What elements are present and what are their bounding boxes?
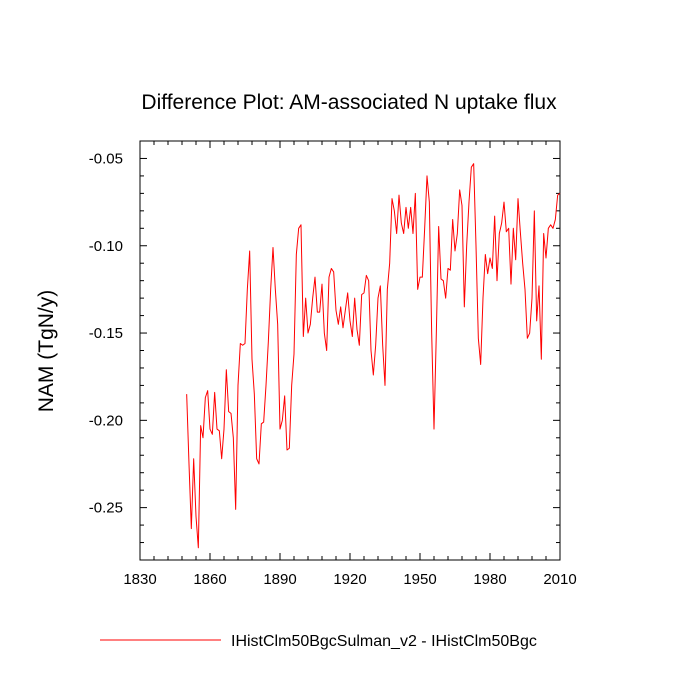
x-tick-label: 1830 (123, 571, 156, 588)
y-tick-label: -0.25 (89, 500, 123, 517)
plot-frame (139, 140, 561, 561)
tick-labels: 1830 1860 1890 1920 1950 1980 2010 -0.25 -0.20 -0… (89, 150, 577, 588)
legend: IHistClm50BgcSulman_v2 - IHistClm50Bgc (100, 633, 537, 650)
y-tick-label: -0.15 (89, 325, 123, 342)
x-tick-label: 1920 (333, 571, 366, 588)
x-tick-label: 1950 (403, 571, 436, 588)
chart-title: Difference Plot: AM-associated N uptake … (141, 91, 557, 114)
x-tick-label: 1980 (473, 571, 506, 588)
x-tick-label: 1860 (193, 571, 226, 588)
x-tick-label: 2010 (543, 571, 576, 588)
x-tick-label: 1890 (263, 571, 296, 588)
series-line-0 (186, 163, 561, 549)
y-tick-label: -0.20 (89, 412, 123, 429)
y-tick-label: -0.05 (89, 150, 123, 167)
series-lines (186, 163, 561, 549)
y-tick-label: -0.10 (89, 238, 123, 255)
legend-entry: IHistClm50BgcSulman_v2 - IHistClm50Bgc (231, 633, 537, 650)
y-axis-label: NAM (TgN/y) (35, 290, 58, 413)
axis-ticks (139, 140, 561, 561)
